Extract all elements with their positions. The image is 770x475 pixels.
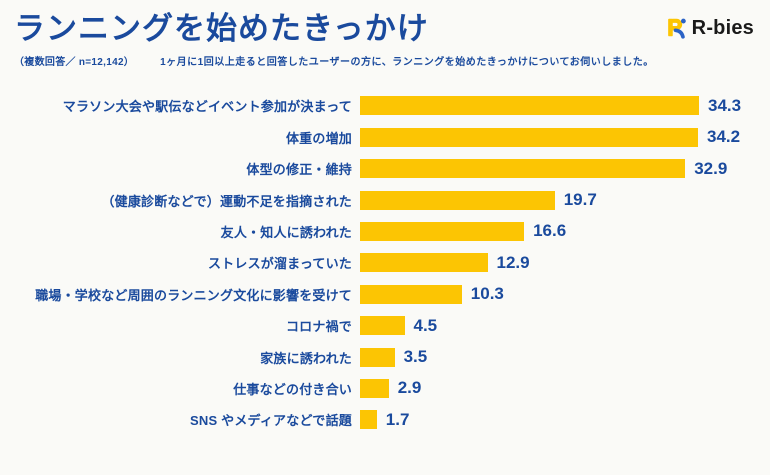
bar xyxy=(360,127,698,147)
bar-label: コロナ禍で xyxy=(285,319,352,335)
bar xyxy=(360,253,488,273)
bar-row: 職場・学校など周囲のランニング文化に影響を受けて 10.3 xyxy=(14,279,756,310)
bar xyxy=(360,410,377,430)
bar xyxy=(360,316,405,336)
bar-track: 12.9 xyxy=(360,253,756,273)
bar-value: 2.9 xyxy=(397,378,422,398)
rbies-logo-icon xyxy=(664,16,688,40)
survey-note: （複数回答／ n=12,142） xyxy=(14,57,135,69)
bar-row: 友人・知人に誘われた 16.6 xyxy=(14,216,756,247)
bar xyxy=(360,221,525,241)
bar xyxy=(360,159,686,179)
bar-label: 友人・知人に誘われた xyxy=(220,224,352,240)
bar-row: マラソン大会や駅伝などイベント参加が決まって 34.3 xyxy=(14,90,756,121)
bar-row: 仕事などの付き合い 2.9 xyxy=(14,373,756,404)
bar-label: （健康診断などで）運動不足を指摘された xyxy=(101,193,352,209)
bar-value: 4.5 xyxy=(413,315,438,335)
bar xyxy=(360,284,462,304)
bar xyxy=(360,96,699,116)
bar-label: マラソン大会や駅伝などイベント参加が決まって xyxy=(62,99,352,115)
bar-track: 10.3 xyxy=(360,284,756,304)
bar-track: 2.9 xyxy=(360,378,756,398)
bar-value: 32.9 xyxy=(694,158,728,178)
bar-value: 3.5 xyxy=(403,347,428,366)
bar-track: 1.7 xyxy=(360,410,756,430)
bar-label: 体型の修正・維持 xyxy=(246,162,352,178)
bar-row: 体重の増加 34.2 xyxy=(14,122,756,153)
bar-value: 34.2 xyxy=(707,127,741,147)
subtitle-row: （複数回答／ n=12,142） 1ヶ月に1回以上走ると回答したユーザーの方に、… xyxy=(14,53,756,68)
page-title: ランニングを始めたきっかけ xyxy=(14,11,429,46)
bar-track: 3.5 xyxy=(360,347,756,367)
rbies-logo-text: R-bies xyxy=(691,16,754,39)
bar-track: 4.5 xyxy=(360,316,756,336)
bar-label: 家族に誘われた xyxy=(260,350,352,366)
survey-description: 1ヶ月に1回以上走ると回答したユーザーの方に、ランニングを始めたきっかけについて… xyxy=(160,57,654,69)
bar xyxy=(360,190,555,210)
bar-value: 1.7 xyxy=(385,409,410,429)
rbies-logo: R-bies xyxy=(664,16,754,40)
bar-row: 体型の修正・維持 32.9 xyxy=(14,153,756,184)
bar-value: 16.6 xyxy=(533,221,567,241)
bar-label: SNS やメディアなどで話題 xyxy=(190,413,352,429)
bar-track: 32.9 xyxy=(360,159,756,179)
bar-value: 10.3 xyxy=(470,284,504,304)
bar-track: 34.2 xyxy=(360,127,756,147)
bar-track: 16.6 xyxy=(360,221,756,241)
bar-row: コロナ禍で 4.5 xyxy=(14,310,756,341)
bar-label: 職場・学校など周囲のランニング文化に影響を受けて xyxy=(35,287,352,303)
bar-value: 34.3 xyxy=(708,95,742,115)
bar xyxy=(360,378,389,398)
bar-value: 12.9 xyxy=(496,252,530,272)
bar-value: 19.7 xyxy=(563,190,597,210)
bar-chart: マラソン大会や駅伝などイベント参加が決まって 34.3 体重の増加 34.2 体… xyxy=(14,90,756,435)
bar-track: 19.7 xyxy=(360,190,756,210)
bar xyxy=(360,347,395,367)
bar-row: （健康診断などで）運動不足を指摘された 19.7 xyxy=(14,184,756,215)
bar-label: 仕事などの付き合い xyxy=(233,381,352,397)
bar-track: 34.3 xyxy=(360,96,756,116)
bar-label: 体重の増加 xyxy=(285,130,352,146)
bar-row: ストレスが溜まっていた 12.9 xyxy=(14,247,756,278)
bar-row: SNS やメディアなどで話題 1.7 xyxy=(14,404,756,435)
bar-label: ストレスが溜まっていた xyxy=(207,256,352,272)
bar-row: 家族に誘われた 3.5 xyxy=(14,341,756,372)
